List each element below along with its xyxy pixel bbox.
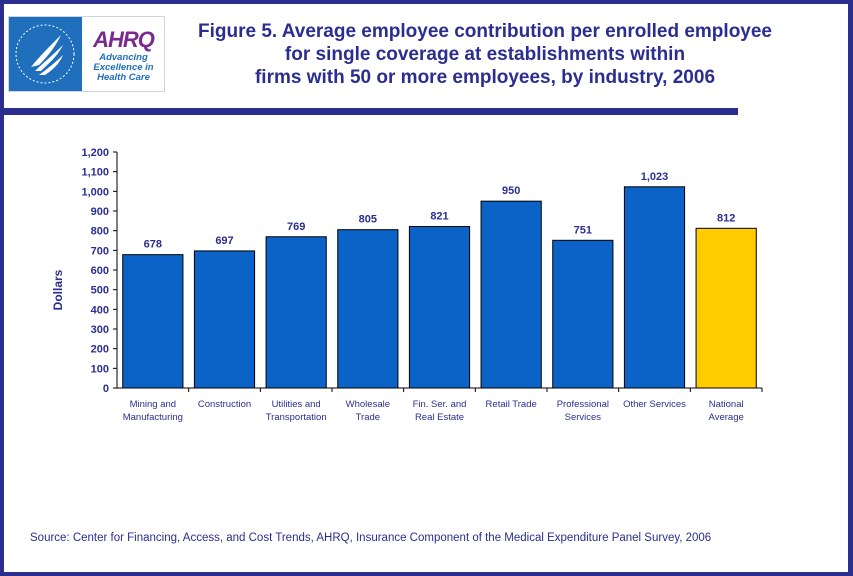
bar xyxy=(695,227,757,389)
y-tick-label: 500 xyxy=(91,285,109,297)
x-tick-label: Other Services xyxy=(623,399,686,410)
ahrq-logo: AHRQ Advancing Excellence in Health Care xyxy=(8,16,165,92)
x-tick-label: Services xyxy=(565,412,602,423)
bar xyxy=(193,250,256,389)
bar xyxy=(122,254,184,389)
x-tick-label: Average xyxy=(709,412,744,423)
x-tick-label: Fin. Ser. and xyxy=(413,399,467,410)
x-tick-label: Real Estate xyxy=(415,412,464,423)
y-tick-label: 200 xyxy=(91,344,109,356)
y-axis-label: Dollars xyxy=(51,269,65,310)
y-tick-label: 700 xyxy=(91,245,109,257)
bar xyxy=(265,236,327,389)
y-tick-label: 400 xyxy=(91,304,109,316)
data-label: 769 xyxy=(287,221,305,233)
y-tick-label: 1,200 xyxy=(81,147,109,159)
x-tick-label: Wholesale xyxy=(346,399,390,410)
chart-title: Figure 5. Average employee contribution … xyxy=(170,20,800,89)
data-label: 812 xyxy=(717,212,735,224)
title-divider xyxy=(4,108,738,115)
ahrq-tagline-2: Excellence in xyxy=(93,62,154,73)
hhs-eagle-logo xyxy=(9,17,82,91)
data-label: 751 xyxy=(574,224,592,236)
y-tick-label: 600 xyxy=(91,265,109,277)
bar xyxy=(337,229,399,389)
x-tick-label: Retail Trade xyxy=(486,399,537,410)
x-tick-label: Construction xyxy=(198,399,251,410)
ahrq-wordmark: AHRQ xyxy=(93,27,155,52)
title-line-1: Figure 5. Average employee contribution … xyxy=(197,21,773,42)
bar xyxy=(408,226,471,389)
data-label: 950 xyxy=(502,185,520,197)
ahrq-tagline-3: Health Care xyxy=(97,72,150,83)
y-tick-label: 800 xyxy=(91,226,109,238)
x-tick-label: Mining and xyxy=(130,399,176,410)
source-note: Source: Center for Financing, Access, an… xyxy=(30,532,712,544)
y-tick-label: 1,100 xyxy=(81,167,109,179)
bar xyxy=(552,239,614,389)
y-tick-label: 100 xyxy=(91,363,109,375)
hhs-eagle-icon xyxy=(15,24,75,84)
bar xyxy=(480,200,542,389)
bar xyxy=(623,186,686,389)
data-label: 805 xyxy=(359,214,377,226)
y-tick-label: 0 xyxy=(103,383,109,395)
data-label: 697 xyxy=(215,235,233,247)
y-tick-label: 300 xyxy=(91,324,109,336)
data-label: 1,023 xyxy=(641,171,669,183)
title-line-3: firms with 50 or more employees, by indu… xyxy=(254,67,716,88)
x-tick-label: National xyxy=(709,399,744,410)
x-tick-label: Trade xyxy=(356,412,380,423)
ahrq-tagline-1: Advancing xyxy=(99,52,148,63)
x-tick-label: Manufacturing xyxy=(123,412,183,423)
y-tick-label: 900 xyxy=(91,206,109,218)
ahrq-brand: AHRQ Advancing Excellence in Health Care xyxy=(83,17,164,91)
x-tick-label: Transportation xyxy=(266,412,327,423)
x-tick-label: Professional xyxy=(557,399,609,410)
data-label: 821 xyxy=(430,211,448,223)
title-line-2: for single coverage at establishments wi… xyxy=(284,44,686,65)
y-tick-label: 1,000 xyxy=(81,186,109,198)
x-tick-label: Utilities and xyxy=(272,399,321,410)
data-label: 678 xyxy=(144,239,162,251)
